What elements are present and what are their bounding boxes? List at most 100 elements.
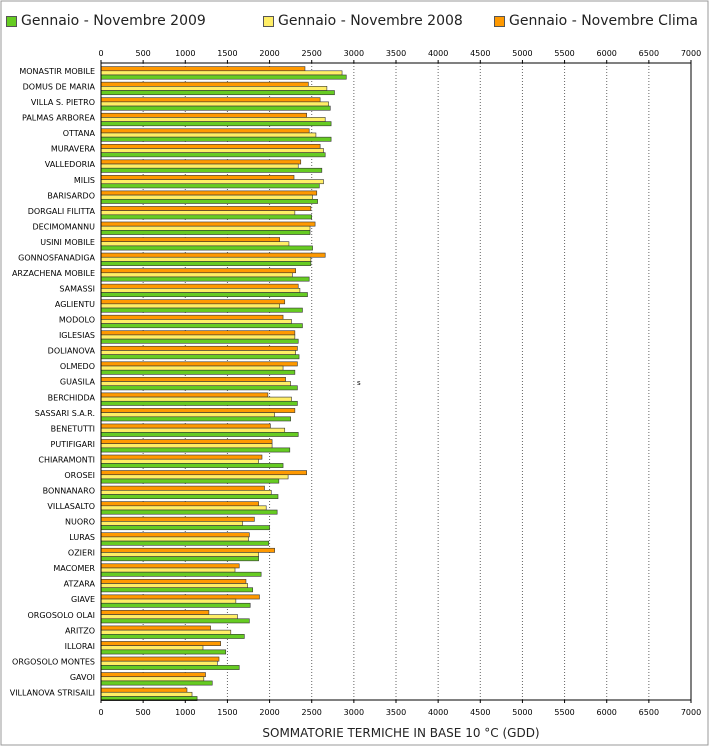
category-label: NUORO: [65, 518, 95, 527]
category-label: ORGOSOLO MONTES: [12, 657, 95, 666]
category-label: DOLIANOVA: [48, 347, 96, 356]
bar-2009: [100, 90, 335, 96]
bar-clima: [100, 190, 318, 196]
bar-clima: [100, 221, 316, 227]
bar-2009: [100, 540, 270, 546]
bar-clima: [100, 206, 312, 211]
bar-2009: [100, 261, 312, 266]
category-label: OTTANA: [63, 129, 96, 138]
x-tick-label-top: 0: [98, 49, 103, 58]
legend-swatch-2009: [6, 15, 17, 27]
legend-item-2008: Gennaio - Novembre 2008: [263, 13, 463, 29]
x-tick-label-top: 3000: [344, 49, 364, 58]
x-tick-label-bottom: 3000: [344, 708, 364, 717]
bar-2008: [100, 132, 317, 138]
bar-2008: [100, 536, 249, 542]
bar-2009: [100, 618, 250, 624]
bar-clima: [100, 610, 210, 615]
category-label: BERCHIDDA: [48, 393, 96, 402]
bar-2009: [100, 152, 326, 158]
category-label: VALLEDORIA: [45, 160, 96, 169]
x-tick-label-bottom: 7000: [681, 708, 701, 717]
category-label: DOMUS DE MARIA: [23, 83, 96, 92]
bar-2009: [100, 230, 311, 235]
annotation-mark: s: [357, 379, 361, 387]
bar-clima: [100, 408, 296, 413]
category-label: MACOMER: [53, 564, 95, 573]
bar-clima: [100, 66, 306, 72]
x-tick-label-bottom: 1000: [175, 708, 195, 717]
x-tick-label-top: 4000: [428, 49, 448, 58]
bar-clima: [100, 345, 298, 351]
bar-2008: [100, 505, 267, 511]
category-label: MODOLO: [59, 316, 95, 325]
bar-2009: [100, 571, 262, 577]
category-label: GAVOI: [70, 673, 95, 682]
bar-2008: [100, 614, 238, 620]
bar-2009: [100, 74, 347, 80]
bar-2009: [100, 323, 303, 329]
bar-2008: [100, 489, 272, 495]
x-tick-label-top: 500: [136, 49, 151, 58]
bar-2009: [100, 198, 318, 204]
legend-swatch-2008: [263, 15, 274, 27]
x-tick-label-top: 2500: [302, 49, 322, 58]
category-label: SASSARI S.A.R.: [35, 409, 95, 418]
bar-clima: [100, 361, 298, 367]
bar-clima: [100, 470, 307, 476]
bar-2008: [100, 194, 313, 200]
category-label: ATZARA: [64, 580, 96, 589]
category-label: IGLESIAS: [59, 331, 95, 340]
bar-2009: [100, 478, 280, 484]
legend-label-clima: Gennaio - Novembre Clima: [509, 13, 698, 29]
bar-2009: [100, 105, 331, 111]
bar-2008: [100, 629, 232, 635]
bar-2009: [100, 214, 313, 220]
category-label: SAMASSI: [59, 285, 95, 294]
category-label: DECIMOMANNU: [32, 222, 95, 231]
x-tick-label-bottom: 3500: [386, 708, 406, 717]
category-label: VILLA S. PIETRO: [31, 98, 95, 107]
bar-clima: [100, 532, 250, 538]
bar-2009: [100, 167, 323, 173]
bar-2009: [100, 183, 320, 189]
bar-clima: [100, 237, 280, 242]
x-tick-label-bottom: 2000: [259, 708, 279, 717]
bar-2008: [100, 443, 273, 449]
category-label: GUASILA: [60, 378, 96, 387]
category-label: ORGOSOLO OLAI: [27, 611, 95, 620]
bar-clima: [100, 283, 299, 289]
category-label: BENETUTTI: [51, 424, 95, 433]
bar-clima: [100, 128, 310, 134]
bar-clima: [100, 81, 309, 87]
bar-2008: [100, 256, 312, 262]
x-tick-label-top: 7000: [681, 49, 701, 58]
category-label: MILIS: [74, 176, 95, 185]
category-label: PALMAS ARBOREA: [22, 114, 96, 123]
bar-2008: [100, 86, 328, 91]
x-tick-label-bottom: 1500: [217, 708, 237, 717]
bar-2008: [100, 521, 243, 526]
bar-2009: [100, 307, 303, 313]
category-label: AGLIENTU: [55, 300, 95, 309]
bar-2009: [100, 338, 299, 344]
bar-2008: [100, 567, 236, 573]
bar-2009: [100, 509, 278, 515]
bar-2008: [100, 117, 326, 122]
x-tick-label-bottom: 6500: [639, 708, 659, 717]
bar-clima: [100, 159, 302, 165]
bar-2009: [100, 400, 298, 406]
bar-2008: [100, 427, 286, 433]
category-label: GONNOSFANADIGA: [18, 253, 95, 262]
bar-clima: [100, 299, 286, 305]
bar-clima: [100, 641, 221, 646]
bar-2009: [100, 665, 240, 670]
x-tick-label-top: 4500: [470, 49, 490, 58]
legend-label-2008: Gennaio - Novembre 2008: [278, 13, 463, 29]
category-label: MURAVERA: [51, 145, 96, 154]
category-label: OLMEDO: [60, 362, 95, 371]
legend: Gennaio - Novembre 2009 Gennaio - Novemb…: [0, 10, 709, 34]
category-label: OROSEI: [64, 471, 95, 480]
